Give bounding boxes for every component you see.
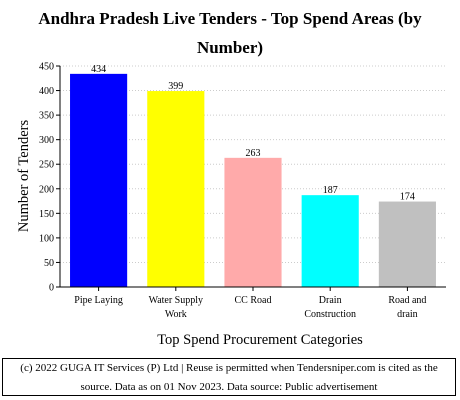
y-tick-label: 350 bbox=[39, 111, 54, 122]
x-tick-label: Water Supply bbox=[149, 295, 203, 306]
x-tick-label: Work bbox=[165, 309, 187, 320]
y-tick-label: 250 bbox=[39, 160, 54, 171]
chart-title-line-2: Number) bbox=[196, 38, 264, 57]
y-tick-label: 50 bbox=[44, 258, 54, 269]
x-tick-label: Road and bbox=[388, 295, 426, 306]
x-tick-label: drain bbox=[397, 309, 418, 320]
footer-line-2: source. Data as on 01 Nov 2023. Data sou… bbox=[80, 381, 378, 393]
x-tick-label: Pipe Laying bbox=[74, 295, 123, 306]
bar bbox=[301, 195, 359, 287]
bar bbox=[147, 91, 205, 288]
bar bbox=[378, 201, 436, 287]
bar-value-label: 434 bbox=[91, 64, 106, 75]
bar bbox=[70, 73, 128, 287]
bar-value-label: 174 bbox=[400, 192, 415, 203]
axes bbox=[56, 65, 446, 291]
footer-notice: (c) 2022 GUGA IT Services (P) Ltd | Reus… bbox=[2, 358, 456, 396]
labels: 0 50 100 150 200 250 300 350 400 450 434 Pipe Layin… bbox=[39, 62, 426, 321]
bar-value-label: 399 bbox=[168, 81, 183, 92]
x-tick-label: Construction bbox=[304, 309, 356, 320]
chart-title-line-1: Andhra Pradesh Live Tenders - Top Spend … bbox=[38, 9, 422, 28]
bar-value-label: 187 bbox=[323, 185, 338, 196]
x-tick-label: Drain bbox=[319, 295, 342, 306]
bars bbox=[70, 73, 436, 288]
bar-chart: 0 50 100 150 200 250 300 350 400 450 434 Pipe Layin… bbox=[16, 62, 446, 321]
y-tick-label: 300 bbox=[39, 135, 54, 146]
x-tick-label: CC Road bbox=[235, 295, 272, 306]
x-axis-label: Top Spend Procurement Categories bbox=[157, 332, 363, 348]
y-tick-label: 150 bbox=[39, 209, 54, 220]
y-tick-label: 450 bbox=[39, 62, 54, 73]
footer-line-1: (c) 2022 GUGA IT Services (P) Ltd | Reus… bbox=[20, 362, 438, 374]
y-tick-label: 400 bbox=[39, 86, 54, 97]
y-tick-label: 0 bbox=[49, 283, 54, 294]
chart-title: Andhra Pradesh Live Tenders - Top Spend … bbox=[0, 4, 460, 62]
bar-value-label: 263 bbox=[246, 148, 261, 159]
y-tick-label: 200 bbox=[39, 184, 54, 195]
bar bbox=[224, 157, 282, 287]
y-axis-label: Number of Tenders bbox=[16, 120, 32, 233]
y-tick-label: 100 bbox=[39, 233, 54, 244]
